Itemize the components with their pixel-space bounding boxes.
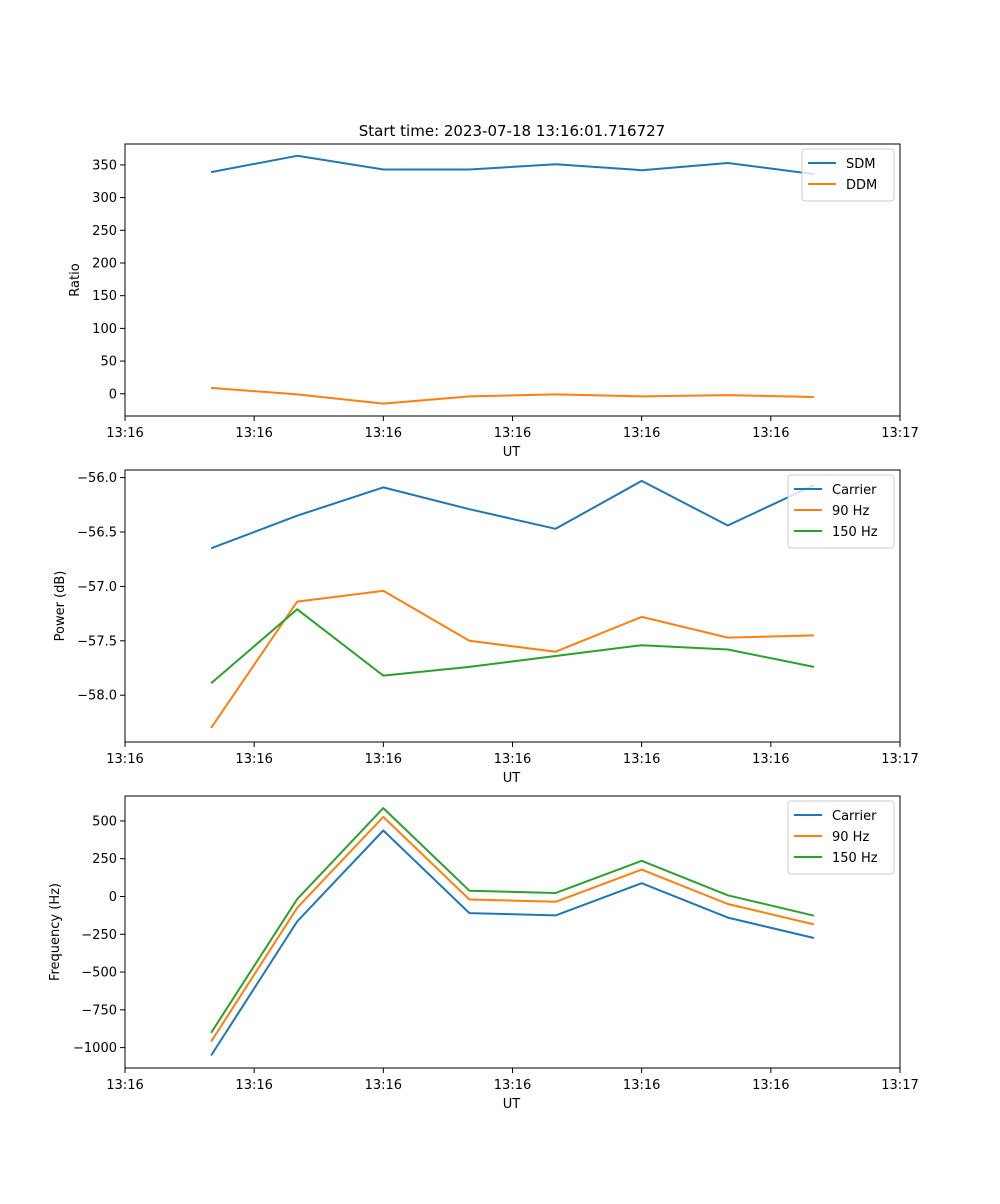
frequency-legend-label: 150 Hz <box>832 851 878 866</box>
power-y-tick-label: −56.5 <box>77 526 117 541</box>
power-series-carrier-line <box>210 479 815 550</box>
power-series-90-hz-line <box>210 589 814 729</box>
frequency-series-90-hz-line <box>210 815 815 1043</box>
ratio-x-tick-label: 13:16 <box>235 426 272 441</box>
frequency-x-tick-label: 13:16 <box>623 1078 660 1093</box>
power-x-tick-label: 13:16 <box>494 752 531 767</box>
frequency-y-tick-label: −1000 <box>73 1041 117 1056</box>
power-y-tick-label: −57.0 <box>77 580 117 595</box>
frequency-x-tick-label: 13:17 <box>881 1078 918 1093</box>
frequency-legend-box <box>787 800 895 875</box>
power-legend: Carrier 90 Hz 150 Hz <box>787 474 895 549</box>
ratio-series-sdm-line <box>210 154 815 176</box>
ratio-y-tick-label: 200 <box>92 257 117 272</box>
frequency-x-tick-label: 13:16 <box>106 1078 143 1093</box>
ratio-y-tick-label: 250 <box>92 224 117 239</box>
ratio-y-tick-label: 300 <box>92 191 117 206</box>
frequency-y-tick-label: 250 <box>92 852 117 867</box>
power-y-tick-label: −58.0 <box>77 689 117 704</box>
ratio-x-tick-label: 13:16 <box>623 426 660 441</box>
frequency-y-tick-label: 500 <box>92 814 117 829</box>
ratio-y-tick-label: 100 <box>92 322 117 337</box>
ratio-x-tick-label: 13:17 <box>881 426 918 441</box>
frequency-series-150-hz-line <box>210 807 815 1034</box>
ratio-legend-label: DDM <box>846 178 877 193</box>
power-x-tick-label: 13:16 <box>365 752 402 767</box>
ratio-x-tick-label: 13:16 <box>106 426 143 441</box>
ratio-y-tick-label: 350 <box>92 158 117 173</box>
ratio-y-axis-label: Ratio <box>68 263 83 296</box>
power-legend-label: 150 Hz <box>832 525 878 540</box>
power-panel: 13:16 13:16 13:16 13:16 13:16 13:16 13:17 −58.0… <box>53 469 919 786</box>
frequency-y-tick-label: −250 <box>81 928 117 943</box>
frequency-y-tick-label: 0 <box>109 890 117 905</box>
power-x-tick-label: 13:16 <box>106 752 143 767</box>
power-y-axis-label: Power (dB) <box>53 571 68 642</box>
frequency-x-tick-label: 13:16 <box>235 1078 272 1093</box>
frequency-y-axis-label: Frequency (Hz) <box>48 883 63 981</box>
frequency-legend-label: 90 Hz <box>832 830 869 845</box>
ratio-legend: SDM DDM <box>801 148 895 202</box>
ratio-x-tick-label: 13:16 <box>752 426 789 441</box>
ratio-x-tick-label: 13:16 <box>494 426 531 441</box>
frequency-series-carrier-line <box>210 829 815 1057</box>
chart-title: Start time: 2023-07-18 13:16:01.716727 <box>359 122 665 140</box>
power-series-150-hz-line <box>210 608 815 684</box>
power-x-tick-label: 13:16 <box>235 752 272 767</box>
ratio-y-tick-label: 150 <box>92 289 117 304</box>
frequency-x-tick-label: 13:16 <box>494 1078 531 1093</box>
power-x-tick-label: 13:16 <box>752 752 789 767</box>
power-legend-box <box>787 474 895 549</box>
ratio-legend-label: SDM <box>846 157 875 172</box>
ratio-y-tick-label: 0 <box>109 387 117 402</box>
power-x-tick-label: 13:17 <box>881 752 918 767</box>
frequency-x-tick-label: 13:16 <box>365 1078 402 1093</box>
power-x-axis-label: UT <box>503 771 521 786</box>
power-y-tick-label: −56.0 <box>77 471 117 486</box>
frequency-panel: 13:16 13:16 13:16 13:16 13:16 13:16 13:17 −1000… <box>48 795 919 1112</box>
power-x-tick-label: 13:16 <box>623 752 660 767</box>
power-legend-label: 90 Hz <box>832 504 869 519</box>
frequency-legend: Carrier 90 Hz 150 Hz <box>787 800 895 875</box>
frequency-legend-label: Carrier <box>832 809 877 824</box>
ratio-x-tick-label: 13:16 <box>365 426 402 441</box>
power-legend-label: Carrier <box>832 483 877 498</box>
ratio-y-tick-label: 50 <box>100 355 117 370</box>
power-y-tick-label: −57.5 <box>77 634 117 649</box>
frequency-x-axis-label: UT <box>503 1097 521 1112</box>
frequency-y-tick-label: −750 <box>81 1003 117 1018</box>
ratio-x-axis-label: UT <box>503 445 521 460</box>
ratio-series-ddm-line <box>211 386 814 405</box>
frequency-x-tick-label: 13:16 <box>752 1078 789 1093</box>
ratio-panel: 13:16 13:16 13:16 13:16 13:16 13:16 13:17 0 50 10… <box>68 143 919 460</box>
frequency-y-tick-label: −500 <box>81 966 117 981</box>
